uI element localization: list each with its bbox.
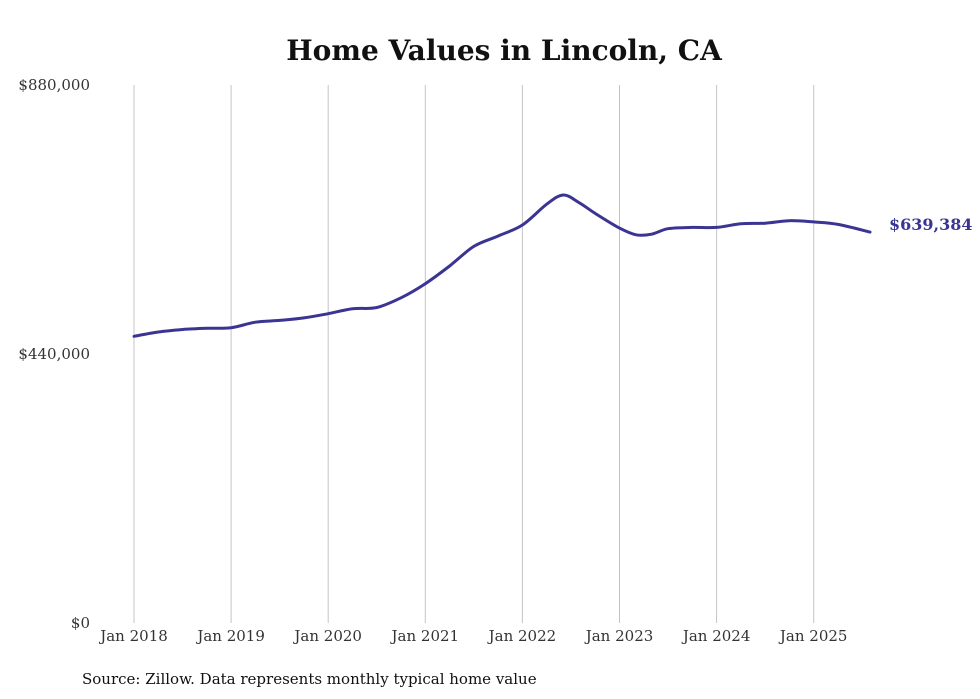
x-tick-label: Jan 2019: [195, 627, 265, 645]
y-tick-label: $880,000: [18, 76, 90, 94]
home-value-line: [132, 193, 872, 338]
x-tick-label: Jan 2018: [98, 627, 168, 645]
x-tick-label: Jan 2024: [681, 627, 751, 645]
x-tick-label: Jan 2020: [292, 627, 362, 645]
y-tick-label: $440,000: [18, 345, 90, 363]
x-tick-label: Jan 2025: [778, 627, 848, 645]
x-tick-label: Jan 2022: [487, 627, 557, 645]
series-layer: [132, 193, 872, 338]
x-axis-ticks: Jan 2018 Jan 2019 Jan 2020 Jan 2021 Jan 2022…: [98, 627, 847, 645]
x-tick-label: Jan 2023: [584, 627, 654, 645]
x-tick-label: Jan 2021: [390, 627, 460, 645]
y-tick-label: $0: [71, 614, 90, 632]
source-note: Source: Zillow. Data represents monthly …: [82, 670, 537, 688]
y-axis-ticks: $880,000 $440,000 $0: [18, 76, 90, 632]
gridlines: [133, 85, 815, 623]
end-value-label: $639,384: [889, 215, 973, 234]
chart-title: Home Values in Lincoln, CA: [286, 34, 723, 67]
